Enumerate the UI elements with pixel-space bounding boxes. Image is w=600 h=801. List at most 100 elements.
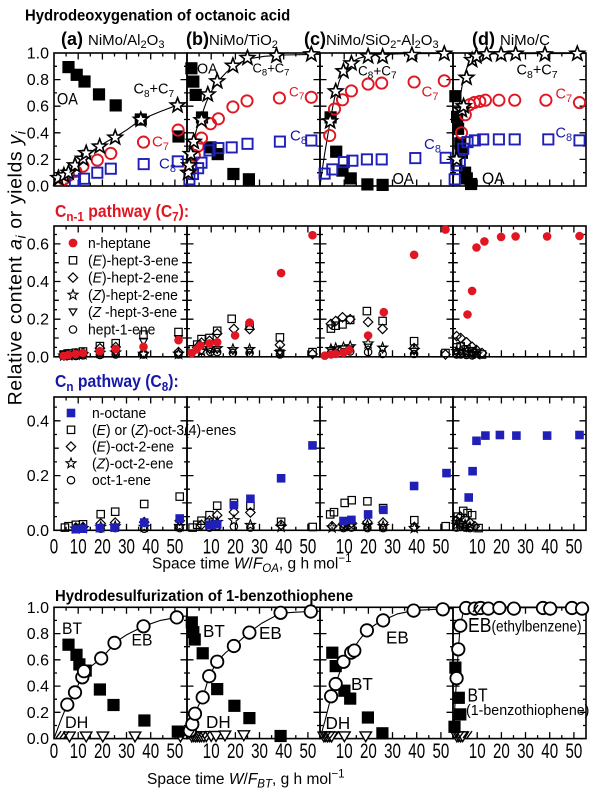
svg-text:(d) NiMo/C: (d) NiMo/C xyxy=(472,29,550,49)
svg-text:Hydrodesulfurization of 1-benz: Hydrodesulfurization of 1-benzothiophene xyxy=(55,588,354,606)
svg-text:20: 20 xyxy=(227,534,244,558)
svg-text:30: 30 xyxy=(118,534,135,558)
svg-text:30: 30 xyxy=(517,534,534,558)
svg-text:Cn-1 pathway (C7):: Cn-1 pathway (C7): xyxy=(55,201,189,224)
svg-text:10: 10 xyxy=(203,738,220,762)
svg-text:Hydrodeoxygenation of octanoic: Hydrodeoxygenation of octanoic acid xyxy=(25,7,290,25)
svg-text:BT: BT xyxy=(62,620,82,638)
svg-text:0.0: 0.0 xyxy=(27,179,49,196)
svg-text:OA: OA xyxy=(482,170,505,188)
svg-text:0.0: 0.0 xyxy=(27,523,49,540)
svg-text:BT: BT xyxy=(351,674,373,695)
svg-text:40: 40 xyxy=(408,534,425,558)
svg-text:C8+C7: C8+C7 xyxy=(253,61,290,79)
svg-text:0.4: 0.4 xyxy=(27,679,49,696)
svg-text:oct-1-ene: oct-1-ene xyxy=(92,473,151,490)
svg-text:DH: DH xyxy=(65,713,88,732)
svg-text:(1-benzothiophene): (1-benzothiophene) xyxy=(466,703,589,719)
svg-text:BT: BT xyxy=(203,621,225,642)
svg-text:20: 20 xyxy=(493,534,510,558)
svg-text:20: 20 xyxy=(360,534,377,558)
svg-text:C8+C7: C8+C7 xyxy=(517,63,558,82)
svg-text:1.0: 1.0 xyxy=(27,600,49,617)
svg-text:20: 20 xyxy=(360,738,377,762)
svg-text:10: 10 xyxy=(336,738,353,762)
svg-text:0.4: 0.4 xyxy=(27,274,49,291)
svg-text:50: 50 xyxy=(565,738,582,762)
svg-text:0.0: 0.0 xyxy=(27,349,49,366)
svg-text:(a) NiMo/Al2O3: (a) NiMo/Al2O3 xyxy=(61,29,164,51)
svg-text:DH: DH xyxy=(206,712,231,733)
svg-text:(Z)-oct-2-ene: (Z)-oct-2-ene xyxy=(92,456,173,473)
svg-text:BT: BT xyxy=(468,684,489,706)
svg-text:0.2: 0.2 xyxy=(27,152,49,169)
svg-text:40: 40 xyxy=(541,738,558,762)
svg-text:10: 10 xyxy=(70,534,87,558)
svg-text:50: 50 xyxy=(432,534,449,558)
svg-text:30: 30 xyxy=(384,534,401,558)
svg-text:10: 10 xyxy=(336,534,353,558)
svg-text:50: 50 xyxy=(166,738,183,762)
svg-text:1.0: 1.0 xyxy=(27,46,49,63)
svg-text:10: 10 xyxy=(203,534,220,558)
svg-text:10: 10 xyxy=(469,738,486,762)
svg-text:n-heptane: n-heptane xyxy=(88,236,151,253)
svg-text:hept-1-ene: hept-1-ene xyxy=(88,322,155,339)
svg-text:OA: OA xyxy=(197,61,218,77)
svg-text:50: 50 xyxy=(432,738,449,762)
svg-text:40: 40 xyxy=(541,534,558,558)
svg-text:30: 30 xyxy=(251,738,268,762)
svg-text:0.4: 0.4 xyxy=(27,413,49,430)
svg-text:C8+C7: C8+C7 xyxy=(358,64,397,82)
svg-text:10: 10 xyxy=(469,534,486,558)
svg-text:EB: EB xyxy=(132,631,153,649)
svg-text:30: 30 xyxy=(517,738,534,762)
svg-text:(Z)-hept-2-ene: (Z)-hept-2-ene xyxy=(88,287,178,304)
svg-text:n-octane: n-octane xyxy=(92,406,146,423)
svg-text:0.8: 0.8 xyxy=(27,72,49,89)
svg-text:C8+C7: C8+C7 xyxy=(134,82,175,101)
svg-text:Cn pathway (C8):: Cn pathway (C8): xyxy=(55,371,179,394)
svg-text:0.8: 0.8 xyxy=(27,626,49,643)
svg-text:0: 0 xyxy=(50,738,58,762)
svg-text:50: 50 xyxy=(299,534,316,558)
svg-text:0.4: 0.4 xyxy=(27,125,49,142)
svg-text:30: 30 xyxy=(251,534,268,558)
svg-text:50: 50 xyxy=(299,738,316,762)
svg-text:0.6: 0.6 xyxy=(27,652,49,669)
svg-text:Relative content ai or yields: Relative content ai or yields yi xyxy=(5,130,29,405)
svg-text:Space time W/FBT, g h mol−1: Space time W/FBT, g h mol−1 xyxy=(147,769,345,791)
svg-text:(E)-oct-2-ene: (E)-oct-2-ene xyxy=(92,439,174,456)
svg-text:(E)-hept-2-ene: (E)-hept-2-ene xyxy=(88,270,179,287)
svg-text:20: 20 xyxy=(94,738,111,762)
svg-text:20: 20 xyxy=(227,738,244,762)
svg-text:40: 40 xyxy=(275,534,292,558)
svg-text:0.2: 0.2 xyxy=(27,705,49,722)
svg-text:EB: EB xyxy=(259,623,282,644)
svg-text:40: 40 xyxy=(142,534,159,558)
svg-text:0: 0 xyxy=(50,534,58,558)
svg-text:0.6: 0.6 xyxy=(27,236,49,253)
svg-text:DH: DH xyxy=(326,713,351,734)
svg-text:0.2: 0.2 xyxy=(27,312,49,329)
svg-text:0.6: 0.6 xyxy=(27,99,49,116)
svg-text:0.0: 0.0 xyxy=(27,731,49,748)
svg-text:40: 40 xyxy=(142,738,159,762)
svg-text:(E) or (Z)-oct-3(4)-enes: (E) or (Z)-oct-3(4)-enes xyxy=(92,422,236,439)
svg-text:OA: OA xyxy=(393,171,415,188)
svg-text:EB(ethylbenzene): EB(ethylbenzene) xyxy=(468,614,582,636)
svg-text:Space time W/FOA, g h mol−1: Space time W/FOA, g h mol−1 xyxy=(152,553,351,575)
svg-text:(Z -hept-3-ene: (Z -hept-3-ene xyxy=(88,305,177,322)
svg-text:50: 50 xyxy=(565,534,582,558)
svg-text:40: 40 xyxy=(275,738,292,762)
svg-text:20: 20 xyxy=(493,738,510,762)
svg-text:OA: OA xyxy=(57,90,78,108)
svg-text:20: 20 xyxy=(94,534,111,558)
svg-text:40: 40 xyxy=(408,738,425,762)
svg-text:(b)NiMo/TiO2: (b)NiMo/TiO2 xyxy=(186,29,278,51)
svg-text:50: 50 xyxy=(166,534,183,558)
svg-text:10: 10 xyxy=(70,738,87,762)
svg-text:30: 30 xyxy=(118,738,135,762)
svg-text:EB: EB xyxy=(386,627,409,648)
svg-text:30: 30 xyxy=(384,738,401,762)
